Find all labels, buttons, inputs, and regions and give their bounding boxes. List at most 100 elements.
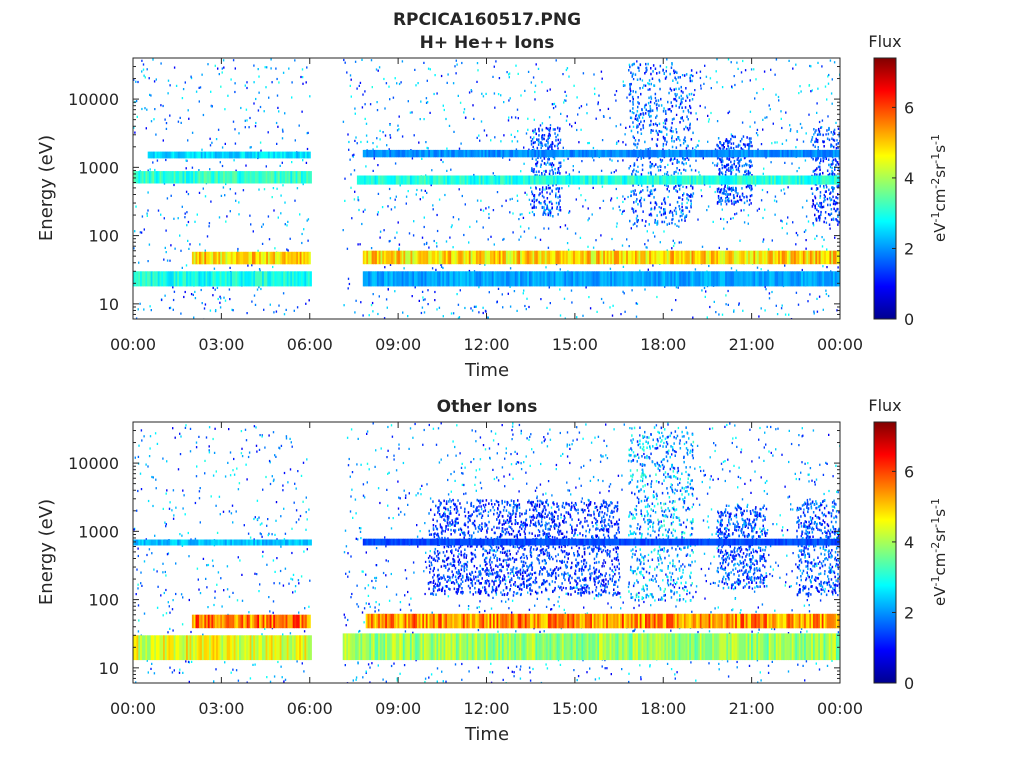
- flux-speck: [421, 236, 424, 239]
- flux-band-cell: [645, 271, 648, 287]
- enhancement-cell: [533, 148, 535, 151]
- enhancement-cell: [558, 161, 560, 165]
- flux-speck: [173, 66, 176, 69]
- enhancement-cell: [739, 198, 741, 201]
- enhancement-cell: [538, 127, 540, 131]
- flux-speck: [489, 671, 491, 674]
- flux-band-cell: [675, 250, 678, 265]
- flux-speck: [388, 187, 391, 191]
- flux-band-cell: [368, 149, 371, 158]
- flux-speck: [234, 90, 236, 94]
- flux-speck: [639, 269, 641, 272]
- enhancement-cell: [717, 137, 720, 140]
- flux-band-cell: [191, 171, 194, 184]
- flux-speck: [217, 67, 219, 70]
- enhancement-cell: [823, 200, 825, 203]
- enhancement-cell: [656, 124, 658, 127]
- enhancement-cell: [730, 199, 733, 203]
- flux-band-cell: [419, 271, 422, 287]
- flux-speck: [215, 138, 218, 141]
- flux-speck: [678, 225, 680, 228]
- flux-band-cell: [201, 171, 205, 184]
- flux-band-cell: [715, 175, 718, 185]
- flux-speck: [377, 664, 379, 667]
- flux-speck: [511, 197, 513, 200]
- colorbar-tick-label: 0: [904, 310, 914, 329]
- flux-band-cell: [760, 271, 763, 287]
- flux-band-cell: [279, 271, 282, 287]
- flux-speck: [301, 68, 304, 71]
- flux-band-cell: [788, 175, 791, 185]
- enhancement-cell: [689, 164, 691, 168]
- flux-band-cell: [679, 250, 682, 265]
- enhancement-cell: [720, 196, 723, 200]
- enhancement-cell: [719, 142, 722, 145]
- enhancement-cell: [744, 145, 746, 148]
- flux-speck: [681, 214, 683, 217]
- enhancement-cell: [547, 183, 550, 187]
- flux-speck: [754, 97, 756, 100]
- flux-band-cell: [429, 271, 433, 287]
- flux-speck: [141, 70, 143, 73]
- flux-band-cell: [421, 271, 424, 287]
- flux-band-cell: [560, 271, 563, 287]
- enhancement-cell: [823, 145, 825, 148]
- flux-band-cell: [764, 149, 767, 158]
- enhancement-cell: [629, 65, 631, 69]
- enhancement-cell: [549, 169, 551, 173]
- flux-band-cell: [569, 271, 572, 287]
- flux-speck: [344, 199, 346, 202]
- flux-speck: [517, 130, 519, 133]
- flux-speck: [357, 196, 359, 199]
- flux-speck: [507, 292, 509, 295]
- flux-speck: [219, 306, 222, 309]
- flux-speck: [263, 110, 265, 113]
- flux-speck: [526, 297, 528, 300]
- enhancement-cell: [640, 112, 642, 116]
- flux-band-cell: [647, 250, 650, 265]
- enhancement-cell: [680, 98, 683, 101]
- flux-speck: [783, 192, 786, 195]
- flux-speck: [776, 141, 778, 144]
- flux-band-cell: [721, 250, 724, 265]
- enhancement-cell: [543, 137, 545, 141]
- enhancement-cell: [658, 104, 660, 107]
- enhancement-cell: [541, 138, 543, 141]
- flux-speck: [559, 288, 561, 291]
- flux-band-cell: [599, 149, 602, 158]
- flux-band-cell: [680, 271, 684, 287]
- flux-band-cell: [507, 271, 510, 287]
- enhancement-cell: [636, 124, 638, 127]
- enhancement-cell: [738, 162, 740, 165]
- flux-band-cell: [733, 271, 737, 287]
- flux-speck: [569, 123, 571, 126]
- enhancement-cell: [641, 108, 643, 112]
- flux-speck: [436, 213, 438, 217]
- flux-band-cell: [620, 149, 623, 158]
- flux-band-cell: [707, 250, 710, 265]
- flux-band-cell: [583, 271, 586, 287]
- flux-band-cell: [217, 171, 220, 184]
- flux-band-cell: [163, 171, 166, 184]
- enhancement-cell: [736, 194, 738, 198]
- flux-band-cell: [612, 250, 615, 265]
- flux-band-cell: [808, 149, 811, 158]
- enhancement-cell: [548, 209, 551, 213]
- flux-band-cell: [177, 151, 180, 159]
- flux-band-cell: [507, 149, 510, 158]
- flux-band-cell: [236, 151, 239, 159]
- flux-band-cell: [452, 250, 456, 265]
- flux-speck: [361, 106, 364, 109]
- flux-band-cell: [477, 149, 480, 158]
- enhancement-cell: [681, 161, 683, 165]
- flux-band-cell: [668, 175, 671, 185]
- flux-speck: [482, 444, 485, 447]
- flux-speck: [775, 304, 777, 307]
- enhancement-cell: [532, 129, 534, 133]
- flux-speck: [362, 93, 364, 96]
- flux-speck: [536, 198, 538, 201]
- enhancement-cell: [721, 144, 723, 147]
- flux-speck: [795, 291, 798, 294]
- flux-band-cell: [495, 250, 498, 265]
- flux-band-cell: [652, 175, 655, 185]
